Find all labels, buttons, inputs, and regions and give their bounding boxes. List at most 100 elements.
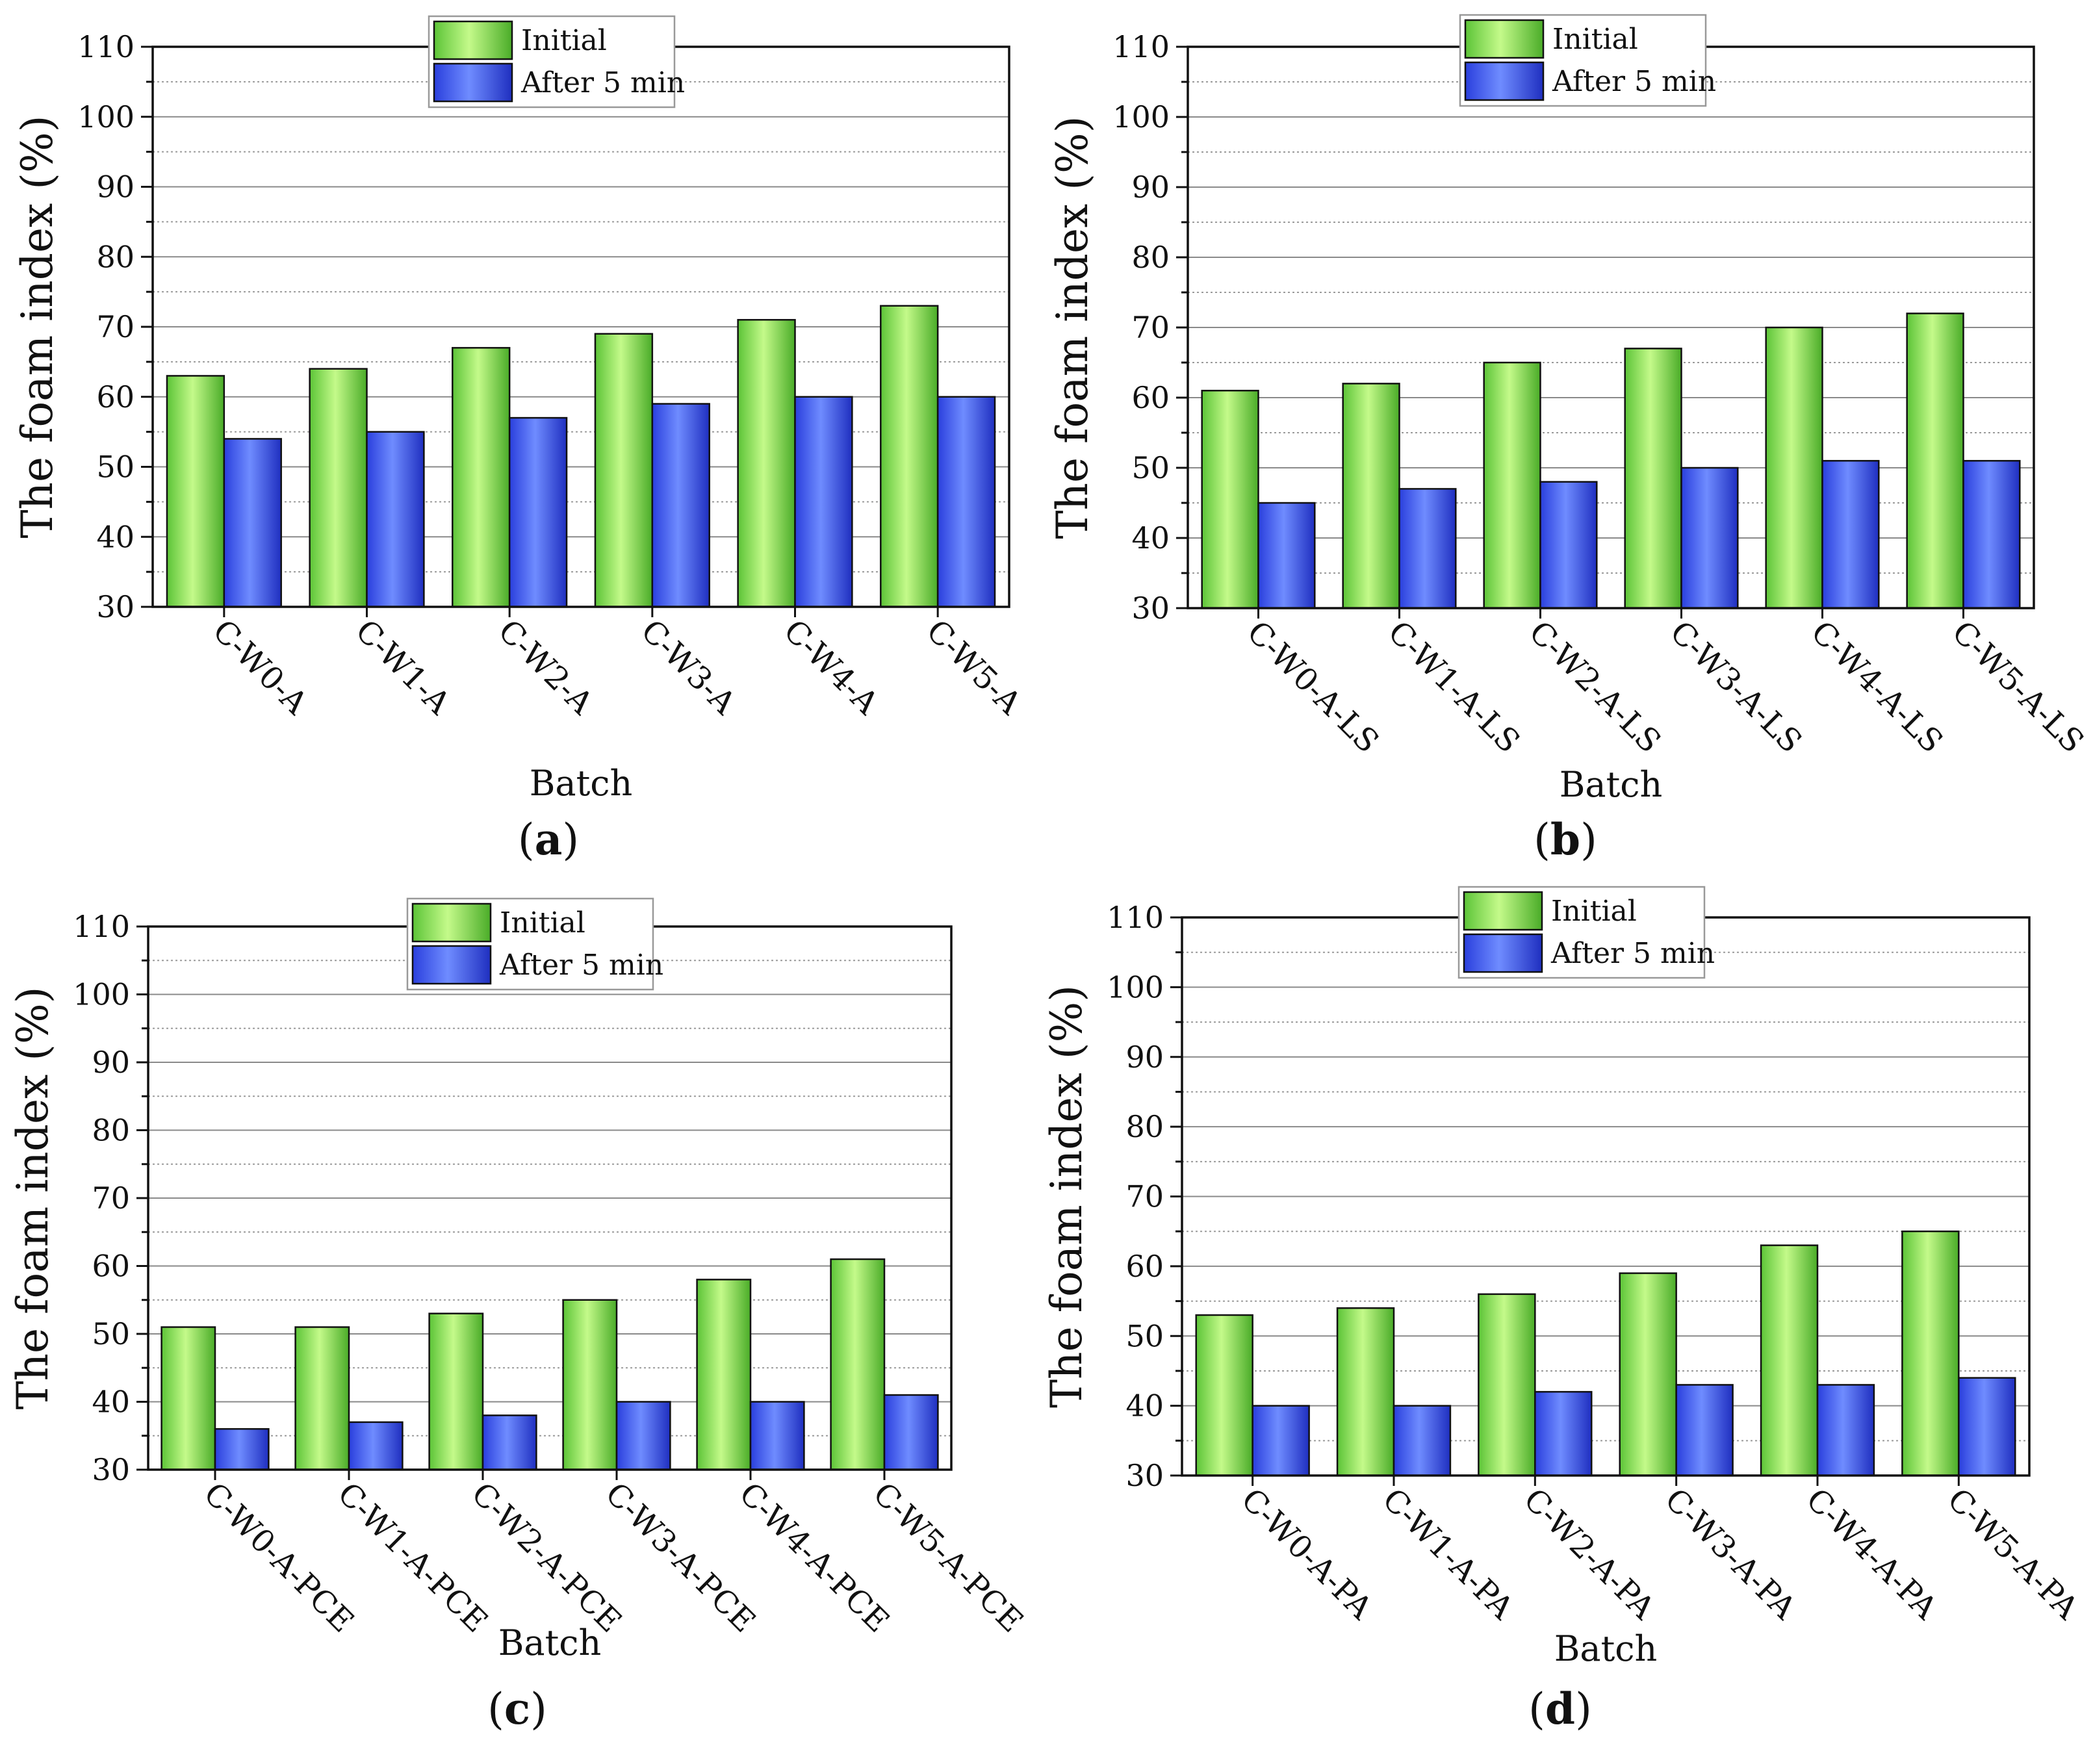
chart-panel-b: 30405060708090100110C-W0-A-LSC-W1-A-LSC-… [1047, 14, 2091, 865]
legend: Initial After 5 min [1457, 886, 1715, 979]
y-tick-label: 30 [1131, 591, 1170, 626]
bar-after-C-W5-A-LS [1962, 459, 2021, 609]
bar-after-C-W3-A-PA [1675, 1384, 1734, 1477]
bar-after-C-W4-A-PA [1816, 1384, 1875, 1477]
x-tick-label: C-W5-A [919, 613, 1029, 722]
bar-after-C-W3-A-LS [1680, 467, 1739, 609]
bar-initial-C-W1-A-LS [1342, 383, 1400, 609]
bar-initial-C-W1-A-PCE [294, 1326, 350, 1471]
y-axis-label: The foam index (%) [1042, 985, 1092, 1408]
bar-after-C-W4-A-LS [1821, 459, 1880, 609]
legend-label-after: After 5 min [520, 66, 685, 99]
bar-after-C-W3-A-PCE [615, 1401, 671, 1471]
y-tick-label: 90 [92, 1045, 130, 1080]
x-axis: C-W0-A C-W1-A C-W2-A C-W3-A C-W4-A C-W5-A [205, 607, 1029, 722]
grid [153, 81, 1009, 573]
y-tick-label: 80 [92, 1113, 130, 1148]
x-axis-label: Batch [530, 763, 633, 804]
y-tick-label: 90 [1125, 1040, 1164, 1075]
legend-swatch-after [1464, 61, 1545, 101]
bar-initial-C-W2-A-PCE [428, 1312, 484, 1471]
x-axis: C-W0-A-PCEC-W1-A-PCEC-W2-A-PCEC-W3-A-PCE… [197, 1470, 1030, 1640]
y-tick-label: 70 [1125, 1179, 1164, 1214]
x-tick-label: C-W1-A-PA [1376, 1481, 1521, 1627]
bars [166, 305, 996, 608]
y-tick-label: 110 [1112, 29, 1170, 64]
y-axis-label: The foam index (%) [1047, 116, 1098, 539]
y-tick-label: 90 [96, 170, 135, 205]
legend-label-initial: Initial [1551, 895, 1637, 928]
y-tick-label: 100 [73, 977, 130, 1012]
y-axis-label: The foam index (%) [8, 987, 58, 1410]
x-tick-label: C-W5-A-PA [1940, 1481, 2086, 1627]
bar-initial-C-W2-A-PA [1478, 1293, 1536, 1477]
x-tick-label: C-W0-A [205, 613, 315, 722]
legend-label-initial: Initial [500, 906, 585, 940]
panel-label: (b) [1534, 814, 1597, 865]
bar-initial-C-W5-A [880, 305, 939, 608]
bar-initial-C-W4-A-PCE [696, 1279, 752, 1471]
legend-swatch-initial [1464, 19, 1545, 59]
bars [161, 1258, 939, 1471]
legend-swatch-after [1463, 933, 1543, 973]
bar-after-C-W2-A-LS [1539, 481, 1598, 609]
bar-after-C-W1-A-LS [1398, 488, 1457, 609]
bar-initial-C-W4-A-PA [1760, 1244, 1819, 1477]
y-tick-label: 30 [92, 1452, 130, 1487]
y-tick-label: 30 [96, 589, 135, 624]
y-tick-label: 80 [1125, 1109, 1164, 1144]
x-tick-label: C-W2-A-LS [1522, 614, 1668, 760]
x-tick-label: C-W2-A [491, 613, 601, 722]
legend-swatch-initial [411, 902, 492, 943]
bar-after-C-W2-A [508, 416, 568, 608]
grid [148, 960, 951, 1437]
y-tick-label: 40 [92, 1385, 130, 1420]
bar-initial-C-W4-A [737, 318, 796, 608]
bar-after-C-W3-A [651, 403, 710, 608]
y-tick-label: 60 [1131, 380, 1170, 415]
bar-after-C-W2-A-PA [1534, 1390, 1593, 1477]
legend-swatch-initial [433, 20, 513, 60]
x-axis: C-W0-A-LSC-W1-A-LSC-W2-A-LSC-W3-A-LSC-W4… [1240, 608, 2091, 760]
bar-after-C-W5-A-PCE [883, 1394, 939, 1471]
y-tick-label: 40 [1131, 520, 1170, 556]
bar-initial-C-W5-A-PA [1901, 1230, 1960, 1477]
bar-initial-C-W4-A-LS [1765, 326, 1823, 609]
y-tick-label: 50 [96, 450, 135, 485]
x-tick-label: C-W3-A-PA [1658, 1481, 1803, 1627]
legend-label-after: After 5 min [499, 949, 663, 982]
bar-initial-C-W3-A-PCE [562, 1299, 618, 1471]
x-axis-label: Batch [1554, 1628, 1658, 1669]
legend-label-initial: Initial [1552, 23, 1638, 56]
y-tick-label: 30 [1125, 1458, 1164, 1493]
bar-after-C-W1-A [366, 431, 425, 608]
y-tick-label: 40 [1125, 1388, 1164, 1424]
bar-initial-C-W0-A [166, 375, 225, 608]
grid [1188, 81, 2034, 574]
x-tick-label: C-W5-A-LS [1945, 614, 2091, 760]
y-tick-label: 50 [92, 1316, 130, 1351]
bar-after-C-W5-A [936, 396, 996, 608]
y-axis: 30 40 50 60 70 80 90 100 110 [77, 29, 153, 624]
x-axis-label: Batch [1560, 764, 1663, 805]
legend-label-initial: Initial [521, 24, 607, 57]
x-tick-label: C-W3-A [634, 613, 743, 722]
y-tick-label: 100 [77, 99, 135, 134]
y-tick-label: 110 [77, 29, 135, 64]
y-axis-label: The foam index (%) [12, 116, 62, 539]
bar-after-C-W1-A-PA [1393, 1405, 1452, 1477]
bar-initial-C-W1-A-PA [1336, 1307, 1395, 1477]
y-tick-label: 40 [96, 519, 135, 554]
x-tick-label: C-W2-A-PA [1517, 1481, 1662, 1627]
bar-after-C-W0-A-PCE [214, 1428, 270, 1471]
bar-initial-C-W3-A [594, 333, 654, 608]
bar-initial-C-W1-A [309, 368, 368, 608]
y-tick-label: 50 [1125, 1318, 1164, 1353]
legend: Initial After 5 min [406, 897, 663, 991]
legend: Initial After 5 min [1459, 14, 1716, 107]
bar-after-C-W0-A-PA [1252, 1405, 1310, 1477]
bar-initial-C-W3-A-LS [1624, 348, 1682, 609]
x-tick-label: C-W0-A-PA [1234, 1481, 1380, 1627]
